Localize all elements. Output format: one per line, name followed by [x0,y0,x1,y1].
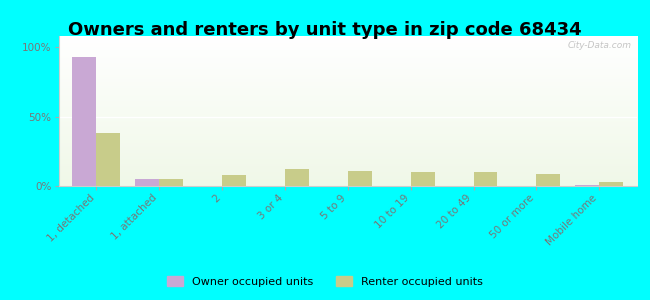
Bar [135,179,159,186]
Bar [159,179,183,186]
Legend: Owner occupied units, Renter occupied units: Owner occupied units, Renter occupied un… [162,272,488,291]
Bar [96,133,120,186]
Bar [575,184,599,186]
Bar [348,171,372,186]
Bar [222,175,246,186]
Bar [536,173,560,186]
Bar [411,172,435,186]
Bar [473,172,497,186]
Bar [599,182,623,186]
Text: City-Data.com: City-Data.com [567,40,631,50]
Bar [285,169,309,186]
Text: Owners and renters by unit type in zip code 68434: Owners and renters by unit type in zip c… [68,21,582,39]
Bar [72,57,96,186]
